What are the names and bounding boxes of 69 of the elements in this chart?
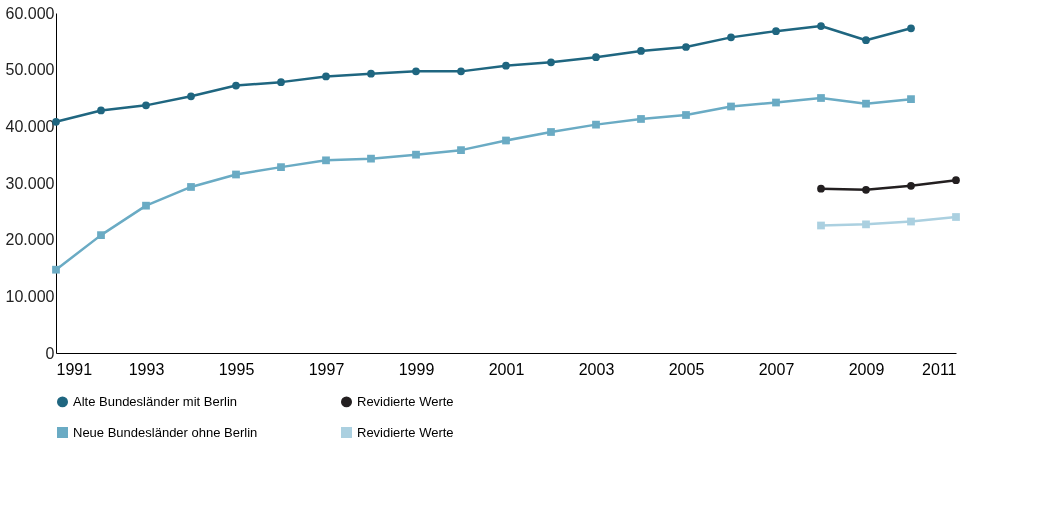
point [457,67,465,76]
point [547,58,555,67]
point [187,183,195,191]
x-tick-label: 2011 [922,360,957,378]
x-tick-label: 2005 [668,360,705,378]
legend-label: Neue Bundesländer ohne Berlin [73,424,258,440]
point [187,92,195,101]
point [772,27,780,35]
y-tick-label: 60.000 [5,4,55,22]
point [232,170,240,179]
point [907,181,915,190]
legend-label: Revidierte Werte [357,424,454,440]
point [232,81,240,90]
legend-label: Alte Bundesländer mit Berlin [73,393,238,409]
x-tick-label: 1995 [218,360,255,378]
x-tick-label: 1993 [128,360,165,378]
point [952,213,960,221]
x-tick-label: 1997 [308,360,345,378]
point [682,111,690,119]
legend-label: Revidierte Werte [357,393,454,409]
point [727,102,735,111]
x-tick-label: 2009 [848,360,885,378]
x-tick-label: 1999 [398,360,435,378]
y-tick-label: 50.000 [5,61,55,79]
point [412,67,420,76]
point [457,146,465,155]
point [952,176,960,185]
y-tick-label: 20.000 [5,231,55,249]
x-tick-label: 2003 [578,360,615,378]
point [322,156,330,165]
point [862,185,870,194]
point [862,99,870,108]
y-tick-label: 0 [45,344,55,362]
point [367,69,375,78]
point [772,98,780,107]
point [277,163,285,172]
point [637,47,645,55]
point [907,95,915,104]
point [637,115,645,123]
point [592,53,600,62]
point [412,150,420,159]
x-tick-label: 2007 [758,360,795,378]
point [52,265,60,274]
point [862,220,870,229]
point [907,24,915,33]
point [817,22,825,30]
point [862,36,870,45]
point [502,136,510,145]
point [502,61,510,70]
point [727,33,735,42]
point [97,231,105,240]
point [142,201,150,210]
point [817,221,825,230]
y-tick-label: 10.000 [5,287,55,305]
point [367,154,375,163]
y-tick-label: 30.000 [5,174,55,192]
x-tick-label: 2001 [488,360,525,378]
point [592,120,600,129]
point [322,72,330,81]
point [277,78,285,86]
y-tick-label: 40.000 [5,117,55,135]
point [97,106,105,115]
point [547,128,555,136]
point [142,101,150,110]
x-tick-label: 1991 [56,360,93,378]
point [907,217,915,226]
point [817,184,825,193]
point [817,94,825,102]
point [682,43,690,51]
